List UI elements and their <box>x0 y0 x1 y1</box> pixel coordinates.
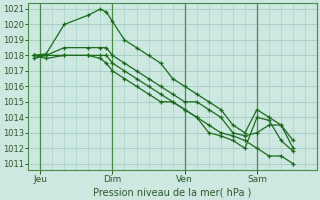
X-axis label: Pression niveau de la mer( hPa ): Pression niveau de la mer( hPa ) <box>93 187 252 197</box>
